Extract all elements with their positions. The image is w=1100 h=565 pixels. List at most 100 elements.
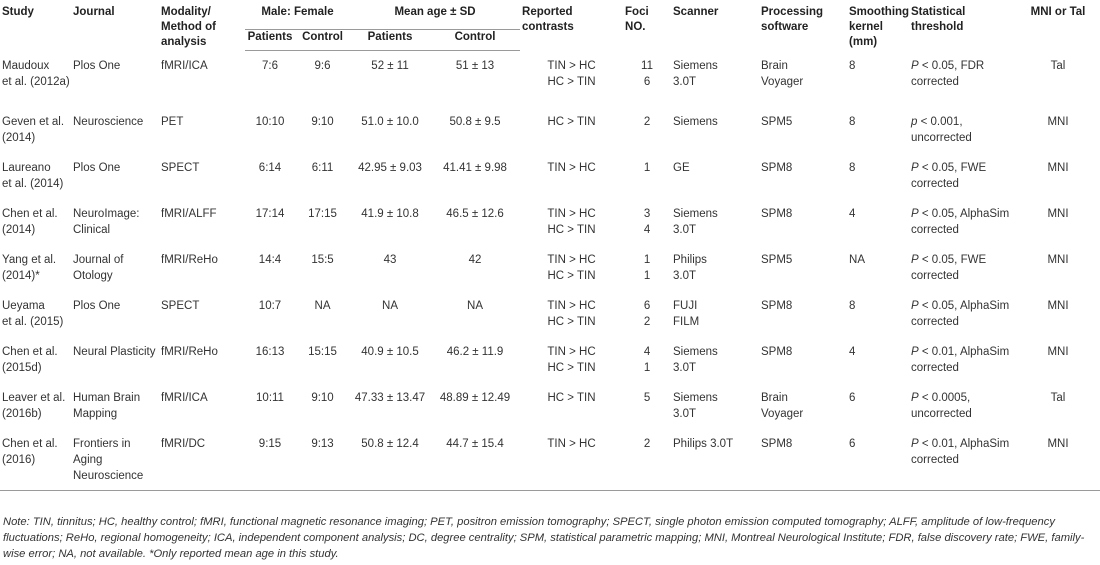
cell-foci: 5 bbox=[643, 391, 651, 404]
cell-age-patients: 47.33 ± 13.47 bbox=[354, 391, 426, 404]
cell-threshold: p < 0.001, uncorrected bbox=[911, 115, 972, 144]
cell-modality: fMRI/ALFF bbox=[161, 207, 217, 220]
cell-study: Geven et al. (2014) bbox=[2, 115, 65, 144]
cell-contrasts: TIN > HC HC > TIN bbox=[547, 345, 596, 374]
cell-contrasts: TIN > HC HC > TIN bbox=[547, 59, 596, 88]
cell-software: SPM8 bbox=[761, 299, 793, 312]
cell-age-control: 50.8 ± 9.5 bbox=[449, 115, 501, 128]
cell-software: SPM8 bbox=[761, 345, 793, 358]
table-row: Yang et al. (2014)* Journal of Otology fMRI/… bbox=[0, 245, 1100, 291]
header-study: Study bbox=[2, 6, 34, 18]
cell-scanner: Philips 3.0T bbox=[673, 253, 707, 282]
cell-mf-control: 15:15 bbox=[308, 345, 337, 358]
cell-threshold: P < 0.05, AlphaSim corrected bbox=[911, 299, 1010, 328]
cell-software: SPM8 bbox=[761, 161, 793, 174]
header-modality: Modality/ Method of analysis bbox=[161, 6, 216, 48]
cell-contrasts: TIN > HC HC > TIN bbox=[547, 299, 596, 328]
cell-mf-patients: 16:13 bbox=[255, 345, 285, 358]
cell-modality: SPECT bbox=[161, 161, 200, 174]
cell-kernel: 8 bbox=[849, 115, 856, 128]
cell-space: MNI bbox=[1047, 207, 1069, 220]
cell-mf-control: 9:10 bbox=[311, 391, 334, 404]
cell-threshold: P < 0.05, FWE corrected bbox=[911, 161, 987, 190]
cell-space: MNI bbox=[1047, 253, 1069, 266]
cell-study: Leaver et al. (2016b) bbox=[2, 391, 66, 420]
cell-software: SPM5 bbox=[761, 115, 793, 128]
cell-age-control: 41.41 ± 9.98 bbox=[443, 161, 507, 174]
cell-age-control: 44.7 ± 15.4 bbox=[430, 428, 521, 491]
cell-foci: 2 bbox=[643, 115, 651, 128]
cell-kernel: NA bbox=[849, 253, 865, 266]
cell-journal: Neural Plasticity bbox=[73, 345, 156, 358]
cell-journal: Human Brain Mapping bbox=[73, 391, 141, 420]
cell-mf-control: 17:15 bbox=[308, 207, 337, 220]
header-foci: Foci NO. bbox=[625, 6, 649, 33]
cell-age-control: 51 ± 13 bbox=[455, 60, 495, 72]
cell-space: MNI bbox=[1047, 345, 1069, 358]
header-space: MNI or Tal bbox=[1030, 6, 1086, 18]
cell-modality: fMRI/ReHo bbox=[161, 345, 218, 358]
cell-contrasts: HC > TIN bbox=[547, 391, 596, 404]
cell-age-patients: 51.0 ± 10.0 bbox=[361, 115, 419, 128]
cell-mf-patients: 10:10 bbox=[255, 115, 285, 128]
header-age-control: Control bbox=[430, 29, 521, 51]
header-mean-age: Mean age ± SD bbox=[350, 0, 521, 30]
cell-age-control: 48.89 ± 12.49 bbox=[439, 391, 511, 404]
header-kernel: Smoothing kernel (mm) bbox=[849, 6, 910, 48]
table-row: Leaver et al. (2016b) Human Brain Mapping fM… bbox=[0, 383, 1100, 429]
cell-mf-control: 6:11 bbox=[311, 161, 334, 174]
cell-age-control: 46.5 ± 12.6 bbox=[446, 207, 504, 220]
cell-age-patients: NA bbox=[382, 299, 398, 312]
cell-modality: SPECT bbox=[161, 299, 200, 312]
cell-software: SPM8 bbox=[759, 428, 848, 491]
cell-scanner: Siemens 3.0T bbox=[673, 207, 718, 236]
studies-table: Study Journal Modality/ Method of analys… bbox=[0, 0, 1100, 491]
cell-space: MNI bbox=[1047, 115, 1069, 128]
header-threshold: Statistical threshold bbox=[911, 6, 966, 33]
cell-mf-patients: 10:11 bbox=[256, 391, 284, 404]
cell-mf-patients: 9:15 bbox=[245, 428, 295, 491]
cell-contrasts: TIN > HC bbox=[547, 161, 596, 174]
cell-mf-control: NA bbox=[314, 299, 331, 312]
cell-age-patients: 52 ± 11 bbox=[371, 60, 409, 72]
cell-journal: Frontiers in Aging Neuroscience bbox=[71, 428, 159, 491]
table-row: Maudoux et al. (2012a) Plos One fMRI/ICA 7:6… bbox=[0, 51, 1100, 107]
table-row: Chen et al. (2014) NeuroImage: Clinical fMRI… bbox=[0, 199, 1100, 245]
cell-threshold: P < 0.05, FWE corrected bbox=[911, 253, 987, 282]
cell-kernel: 4 bbox=[849, 207, 856, 220]
cell-age-control: NA bbox=[467, 299, 483, 312]
cell-mf-control: 15:5 bbox=[311, 253, 334, 266]
cell-space: Tal bbox=[1050, 391, 1066, 404]
cell-software: Brain Voyager bbox=[761, 391, 804, 420]
cell-scanner: Siemens 3.0T bbox=[673, 345, 718, 374]
cell-scanner: Siemens 3.0T bbox=[673, 391, 718, 420]
table-body: Maudoux et al. (2012a) Plos One fMRI/ICA 7:6… bbox=[0, 51, 1100, 491]
cell-study: Laureano et al. (2014) bbox=[2, 161, 64, 190]
cell-kernel: 4 bbox=[849, 345, 856, 358]
cell-mf-patients: 7:6 bbox=[262, 60, 278, 72]
cell-foci: 2 bbox=[623, 428, 672, 491]
cell-study: Chen et al. (2014) bbox=[2, 207, 58, 236]
cell-study: Chen et al. (2015d) bbox=[2, 345, 58, 374]
cell-modality: fMRI/ReHo bbox=[161, 253, 218, 266]
table-note: Note: TIN, tinnitus; HC, healthy control… bbox=[3, 516, 1085, 560]
cell-software: SPM8 bbox=[761, 207, 793, 220]
header-contrasts: Reported contrasts bbox=[522, 6, 574, 33]
cell-mf-patients: 17:14 bbox=[255, 207, 285, 220]
cell-contrasts: TIN > HC bbox=[520, 428, 624, 491]
cell-scanner: GE bbox=[673, 161, 690, 174]
table-row: Ueyama et al. (2015) Plos One SPECT 10:7 NA NA… bbox=[0, 291, 1100, 337]
cell-threshold: P < 0.01, AlphaSim corrected bbox=[911, 345, 1010, 374]
header-mf-patients: Patients bbox=[245, 29, 295, 51]
table-container: Study Journal Modality/ Method of analys… bbox=[0, 0, 1100, 491]
cell-age-control: 42 bbox=[468, 253, 482, 266]
table-row: Geven et al. (2014) Neuroscience PET 10:10 9:… bbox=[0, 107, 1100, 153]
cell-modality: PET bbox=[161, 115, 184, 128]
header-mf-control: Control bbox=[295, 29, 351, 51]
cell-mf-control: 9:13 bbox=[295, 428, 351, 491]
header-scanner: Scanner bbox=[673, 6, 719, 18]
header-age-patients: Patients bbox=[350, 29, 431, 51]
header-male-female: Male: Female bbox=[245, 0, 351, 30]
cell-modality: fMRI/DC bbox=[159, 428, 245, 491]
